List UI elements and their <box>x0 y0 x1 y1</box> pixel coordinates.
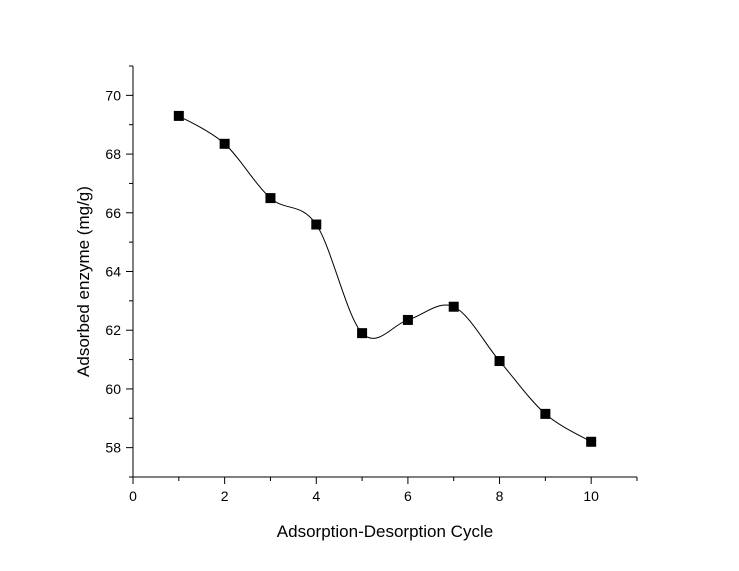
data-point <box>311 219 322 230</box>
x-tick-label: 8 <box>496 488 504 504</box>
data-point <box>540 408 551 419</box>
x-axis-title: Adsorption-Desorption Cycle <box>277 522 493 541</box>
x-tick-label: 6 <box>404 488 412 504</box>
y-tick-label: 66 <box>105 205 121 221</box>
y-tick-label: 64 <box>105 264 121 280</box>
x-tick-label: 4 <box>312 488 320 504</box>
x-tick-label: 10 <box>583 488 599 504</box>
data-point <box>173 110 184 121</box>
y-tick-label: 62 <box>105 322 121 338</box>
x-tick-label: 2 <box>221 488 229 504</box>
data-point <box>402 314 413 325</box>
x-tick-label: 0 <box>129 488 137 504</box>
data-point <box>586 436 597 447</box>
data-point <box>494 356 505 367</box>
data-markers <box>173 110 597 447</box>
y-tick-label: 68 <box>105 146 121 162</box>
y-axis-title: Adsorbed enzyme (mg/g) <box>74 186 93 377</box>
fit-curve <box>178 115 592 443</box>
data-point <box>357 328 368 339</box>
data-point <box>265 193 276 204</box>
x-axis-ticks: 0 2 4 6 8 10 <box>129 477 638 504</box>
y-axis-ticks: 58 60 62 64 66 68 70 <box>105 65 133 478</box>
y-tick-label: 70 <box>105 87 121 103</box>
y-tick-label: 60 <box>105 381 121 397</box>
y-tick-label: 58 <box>105 440 121 456</box>
data-point <box>448 301 459 312</box>
data-point <box>219 138 230 149</box>
